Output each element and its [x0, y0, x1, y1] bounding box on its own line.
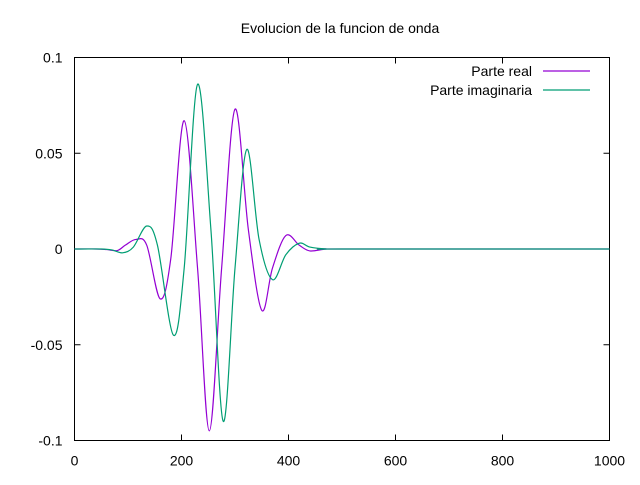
- y-tick-label: -0.05: [31, 337, 63, 353]
- x-axis: 0 200 400 600 800 1000: [71, 57, 625, 469]
- x-tick-label: 400: [277, 453, 301, 469]
- legend-label: Parte real: [471, 63, 532, 79]
- y-tick-label: 0.05: [35, 145, 62, 161]
- chart-title: Evolucion de la funcion de onda: [241, 20, 440, 36]
- legend-label: Parte imaginaria: [430, 82, 532, 98]
- series-layer: [74, 83, 610, 432]
- x-tick-label: 0: [71, 453, 79, 469]
- y-axis: 0.1 0.05 0 -0.05 -0.1: [31, 50, 610, 449]
- y-tick-label: -0.1: [38, 433, 62, 449]
- x-tick-label: 600: [384, 453, 408, 469]
- x-tick-label: 1000: [594, 453, 625, 469]
- series-line-parte-real: [74, 108, 610, 432]
- x-tick-label: 200: [170, 453, 194, 469]
- series-line-parte-imaginaria: [74, 83, 610, 422]
- x-tick-label: 800: [491, 453, 515, 469]
- legend: Parte real Parte imaginaria: [430, 63, 590, 98]
- y-tick-label: 0: [55, 241, 63, 257]
- y-tick-label: 0.1: [43, 50, 63, 66]
